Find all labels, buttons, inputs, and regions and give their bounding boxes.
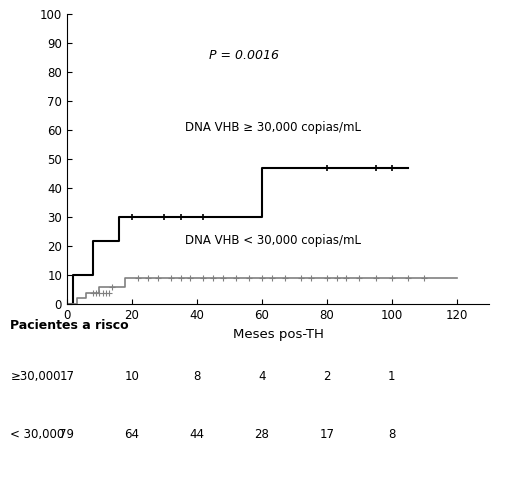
Text: 64: 64: [125, 428, 140, 441]
Text: 8: 8: [388, 428, 396, 441]
Text: 1: 1: [388, 370, 396, 383]
Text: 44: 44: [190, 428, 204, 441]
Text: 28: 28: [254, 428, 269, 441]
Text: < 30,000: < 30,000: [10, 428, 64, 441]
Text: DNA VHB < 30,000 copias/mL: DNA VHB < 30,000 copias/mL: [185, 234, 361, 247]
Text: Pacientes a risco: Pacientes a risco: [10, 319, 129, 332]
Text: 10: 10: [125, 370, 140, 383]
Text: ≥30,000: ≥30,000: [10, 370, 61, 383]
X-axis label: Meses pos-TH: Meses pos-TH: [233, 327, 323, 341]
Text: 79: 79: [59, 428, 75, 441]
Text: 17: 17: [319, 428, 334, 441]
Text: 2: 2: [323, 370, 331, 383]
Text: P = 0.0016: P = 0.0016: [209, 49, 279, 61]
Text: 4: 4: [258, 370, 266, 383]
Text: DNA VHB ≥ 30,000 copias/mL: DNA VHB ≥ 30,000 copias/mL: [185, 121, 361, 134]
Text: 8: 8: [193, 370, 200, 383]
Text: 17: 17: [59, 370, 75, 383]
